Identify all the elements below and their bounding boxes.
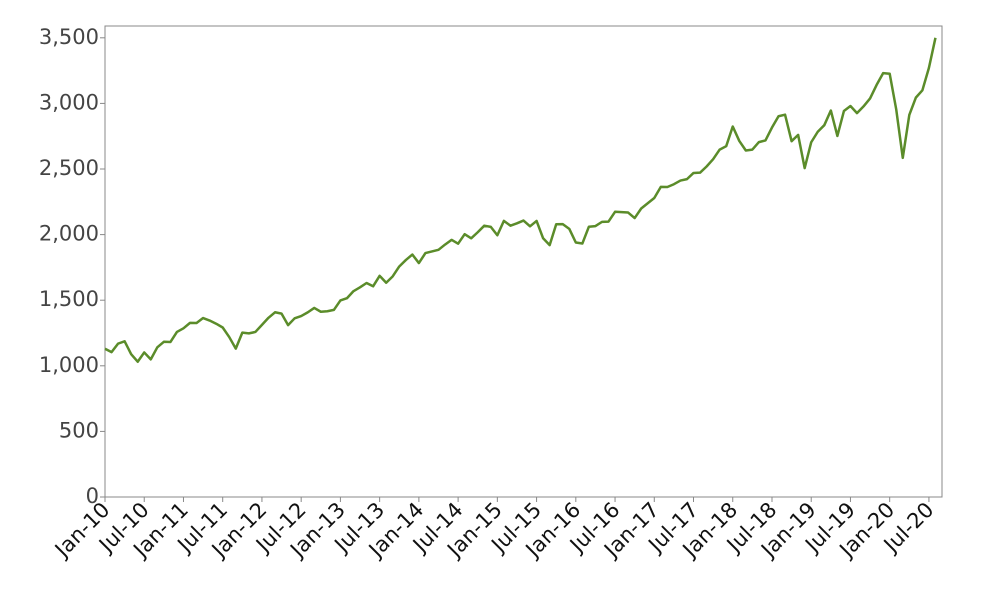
y-tick-label: 3,000 <box>39 90 99 114</box>
y-tick-label: 2,000 <box>39 222 99 246</box>
price-line <box>104 37 937 363</box>
y-tick-label: 2,500 <box>39 156 99 180</box>
y-tick-label: 500 <box>59 418 99 442</box>
y-tick-label: 0 <box>86 484 99 508</box>
y-tick-label: 1,500 <box>39 287 99 311</box>
plot-frame <box>104 25 943 498</box>
y-tick-label: 1,000 <box>39 353 99 377</box>
y-tick-label: 3,500 <box>39 25 99 49</box>
